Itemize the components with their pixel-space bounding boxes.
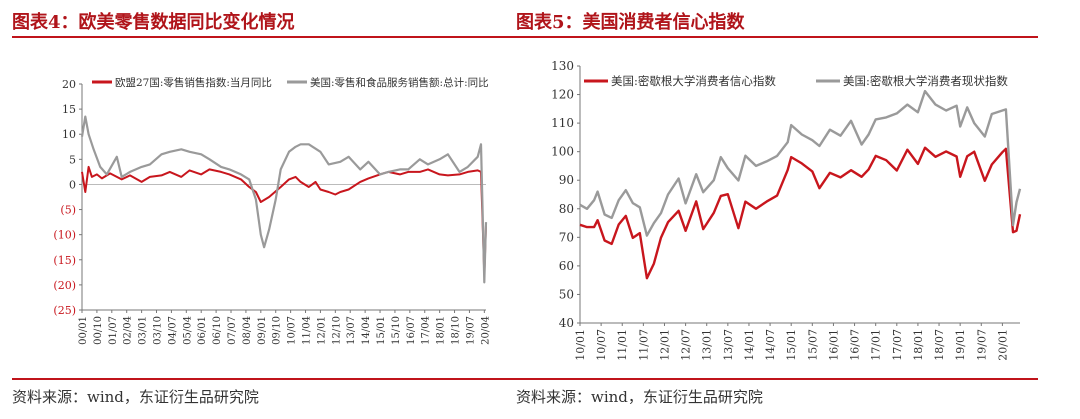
x-tick-label: 11/04 — [302, 316, 313, 345]
x-tick-label: 19/07 — [975, 329, 988, 361]
y-tick-label: 120 — [551, 88, 574, 102]
x-tick-label: 13/07 — [346, 316, 357, 345]
y-tick-label: 80 — [559, 202, 574, 216]
legend-label-2: 美国:零售和食品服务销售额:总计:同比 — [310, 76, 489, 89]
x-tick-label: 19/01 — [954, 329, 967, 361]
x-tick-label: 13/01 — [701, 329, 714, 361]
x-tick-label: 03/10 — [153, 316, 164, 345]
x-tick-label: 13/07 — [722, 329, 735, 361]
x-tick-label: 14/04 — [361, 316, 372, 345]
chart-left: 20 15 10 5 0 (5) (10) (15) (20) (25)00/01 00/10 01/… — [53, 76, 491, 345]
x-tick-label: 12/10 — [331, 316, 342, 345]
x-tick-label: 20/04 — [480, 316, 491, 345]
x-tick-label: 06/01 — [197, 316, 208, 345]
x-tick-label: 15/01 — [376, 316, 387, 345]
series-line-1 — [579, 146, 1022, 280]
y-tick-label: 100 — [551, 145, 574, 159]
y-tick-label: 110 — [551, 116, 574, 130]
y-tick-label: 70 — [559, 230, 574, 244]
x-tick-label: 12/07 — [680, 329, 693, 361]
y-tick-label: 50 — [559, 287, 574, 301]
y-tick-label: 60 — [559, 259, 574, 273]
source-rule-right — [516, 378, 1038, 380]
y-tick-label: 40 — [559, 316, 574, 330]
y-tick-label: 90 — [559, 173, 574, 187]
title-rule-right — [516, 36, 1038, 38]
x-tick-label: 20/01 — [996, 329, 1009, 361]
x-tick-label: 07/07 — [227, 316, 238, 345]
y-tick-label: 5 — [69, 153, 76, 166]
x-tick-label: 14/07 — [764, 329, 777, 361]
legend-label-2: 美国:密歇根大学消费者现状指数 — [843, 74, 1008, 88]
x-tick-label: 18/01 — [436, 316, 447, 345]
y-tick-label: 15 — [62, 103, 76, 116]
x-tick-label: 03/01 — [138, 316, 149, 345]
x-tick-label: 14/01 — [743, 329, 756, 361]
x-tick-label: 16/07 — [406, 316, 417, 345]
y-tick-label: (15) — [53, 254, 76, 267]
x-tick-label: 16/07 — [849, 329, 862, 361]
x-tick-label: 18/07 — [933, 329, 946, 361]
y-tick-label: 130 — [551, 59, 574, 73]
panel-eu-us-retail: 图表4：欧美零售数据同比变化情况 20 15 10 5 0 (5) (10) (15) (20)… — [0, 0, 532, 419]
x-tick-label: 02/04 — [123, 316, 134, 345]
source-note-right: 资料来源：wind，东证衍生品研究院 — [516, 388, 763, 406]
source-rule-left — [12, 378, 522, 380]
x-tick-label: 12/01 — [316, 316, 327, 345]
chart-title-left: 图表4：欧美零售数据同比变化情况 — [12, 12, 295, 33]
x-tick-label: 15/10 — [391, 316, 402, 345]
x-tick-label: 17/04 — [421, 316, 432, 345]
x-tick-label: 16/01 — [827, 329, 840, 361]
y-tick-label: 10 — [62, 128, 76, 141]
x-tick-label: 18/10 — [451, 316, 462, 345]
x-tick-label: 11/07 — [637, 329, 650, 361]
legend-label-1: 美国:密歇根大学消费者信心指数 — [611, 74, 776, 88]
x-tick-label: 05/04 — [182, 316, 193, 345]
source-note-left: 资料来源：wind，东证衍生品研究院 — [12, 388, 259, 406]
x-tick-label: 11/01 — [616, 329, 629, 361]
x-tick-label: 15/01 — [785, 329, 798, 361]
x-tick-label: 09/01 — [257, 316, 268, 345]
x-tick-label: 19/07 — [465, 316, 476, 345]
x-tick-label: 12/01 — [658, 329, 671, 361]
series-line-1 — [81, 165, 487, 276]
x-tick-label: 18/01 — [912, 329, 925, 361]
y-tick-label: 0 — [69, 178, 76, 191]
x-tick-label: 08/04 — [242, 316, 253, 345]
series-line-2 — [579, 89, 1022, 237]
x-tick-label: 10/07 — [595, 329, 608, 361]
legend-label-1: 欧盟27国:零售销售指数:当月同比 — [115, 76, 272, 89]
panel-us-consumer-sentiment: 图表5：美国消费者信心指数 130 120 110 100 90 80 70 60 50 40 10… — [516, 0, 1080, 419]
y-tick-label: (20) — [53, 279, 76, 292]
x-tick-label: 15/07 — [806, 329, 819, 361]
y-tick-label: 20 — [62, 78, 76, 91]
x-tick-label: 10/01 — [574, 329, 587, 361]
x-tick-label: 00/10 — [93, 316, 104, 345]
x-tick-label: 01/07 — [108, 316, 119, 345]
chart-title-right: 图表5：美国消费者信心指数 — [516, 12, 745, 33]
series-line-2 — [80, 115, 488, 284]
x-tick-label: 10/07 — [287, 316, 298, 345]
y-tick-label: (10) — [53, 229, 76, 242]
x-tick-label: 00/01 — [78, 316, 89, 345]
y-tick-label: (5) — [60, 204, 76, 217]
title-rule-left — [12, 36, 522, 38]
x-tick-label: 04/07 — [167, 316, 178, 345]
x-tick-label: 17/01 — [870, 329, 883, 361]
x-tick-label: 06/10 — [212, 316, 223, 345]
x-tick-label: 09/10 — [272, 316, 283, 345]
y-tick-label: (25) — [53, 304, 76, 317]
x-tick-label: 17/07 — [891, 329, 904, 361]
